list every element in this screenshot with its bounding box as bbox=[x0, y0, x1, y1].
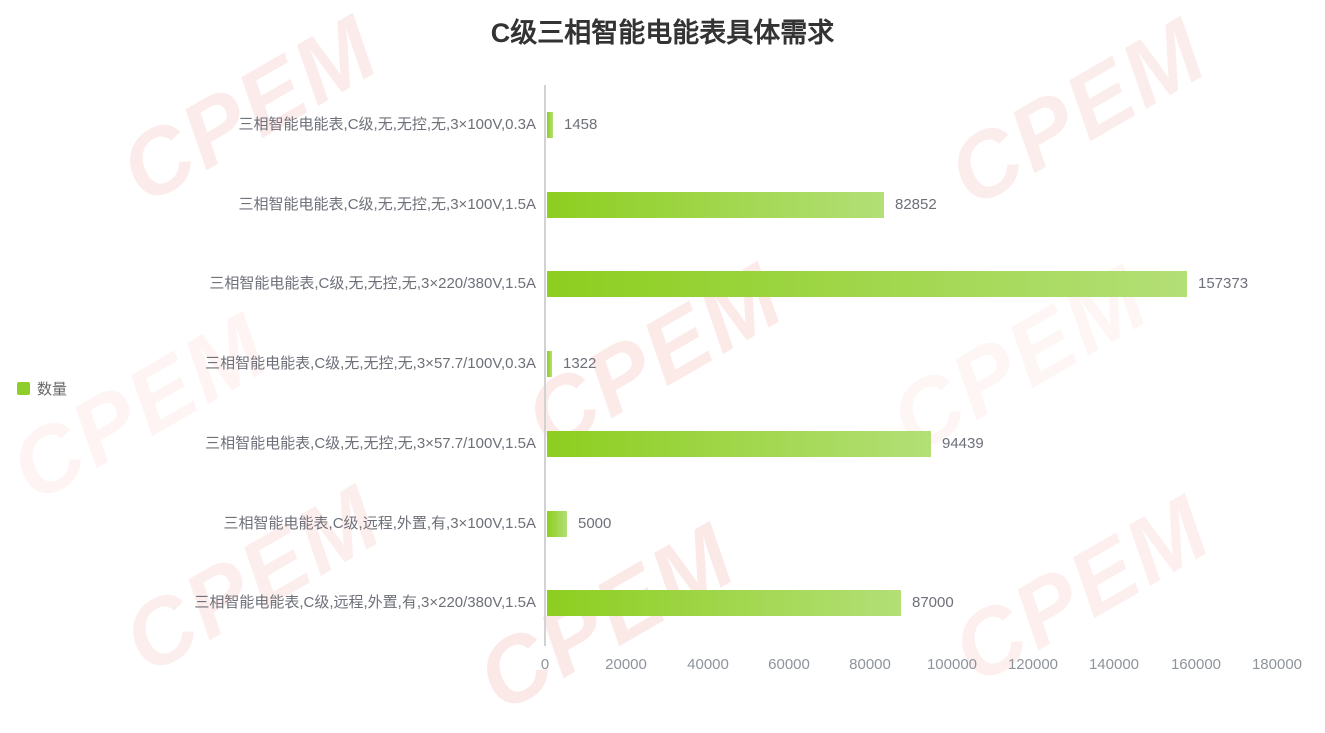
watermark-text: CPEM bbox=[0, 293, 286, 522]
value-label: 82852 bbox=[895, 195, 937, 213]
category-label: 三相智能电能表,C级,无,无控,无,3×57.7/100V,1.5A bbox=[205, 434, 536, 452]
category-label: 三相智能电能表,C级,无,无控,无,3×57.7/100V,0.3A bbox=[205, 355, 536, 373]
x-axis-tick-label: 160000 bbox=[1170, 656, 1222, 673]
value-label: 1322 bbox=[563, 355, 597, 373]
x-axis-tick-label: 80000 bbox=[849, 656, 891, 673]
watermark-text: CPEM bbox=[460, 503, 753, 732]
bar-quantity[interactable] bbox=[547, 112, 553, 138]
value-label: 157373 bbox=[1198, 275, 1249, 293]
x-axis-tick-label: 20000 bbox=[605, 656, 647, 673]
legend-label: 数量 bbox=[37, 381, 68, 398]
bar-quantity[interactable] bbox=[547, 351, 552, 378]
value-label: 1458 bbox=[564, 116, 598, 133]
bar-quantity[interactable] bbox=[547, 590, 901, 617]
watermark-text: CPEM bbox=[106, 465, 399, 694]
bar-quantity[interactable] bbox=[547, 510, 567, 537]
x-axis-tick-label: 120000 bbox=[1007, 656, 1059, 673]
x-axis-tick-label: 180000 bbox=[1251, 656, 1303, 673]
bar-quantity[interactable] bbox=[547, 191, 884, 218]
value-label: 94439 bbox=[942, 434, 984, 452]
bar-quantity[interactable] bbox=[547, 430, 931, 457]
legend-item-quantity[interactable]: 数量 bbox=[17, 378, 67, 399]
x-axis-tick-label: 100000 bbox=[926, 656, 978, 673]
bar-quantity[interactable] bbox=[547, 271, 1187, 298]
chart-title: C级三相智能电能表具体需求 bbox=[490, 18, 835, 48]
category-label: 三相智能电能表,C级,远程,外置,有,3×100V,1.5A bbox=[223, 514, 536, 532]
y-axis-line bbox=[544, 85, 546, 646]
value-label: 5000 bbox=[578, 514, 612, 532]
category-label: 三相智能电能表,C级,远程,外置,有,3×220/380V,1.5A bbox=[194, 594, 536, 612]
category-label: 三相智能电能表,C级,无,无控,无,3×100V,1.5A bbox=[238, 195, 536, 213]
category-label: 三相智能电能表,C级,无,无控,无,3×100V,0.3A bbox=[238, 116, 536, 133]
value-label: 87000 bbox=[912, 594, 954, 612]
x-axis-tick-label: 40000 bbox=[687, 656, 729, 673]
x-axis-tick-label: 0 bbox=[540, 656, 550, 673]
legend-color-swatch bbox=[17, 382, 30, 395]
x-axis-tick-label: 140000 bbox=[1088, 656, 1140, 673]
category-label: 三相智能电能表,C级,无,无控,无,3×220/380V,1.5A bbox=[209, 275, 536, 293]
x-axis-tick-label: 60000 bbox=[768, 656, 810, 673]
